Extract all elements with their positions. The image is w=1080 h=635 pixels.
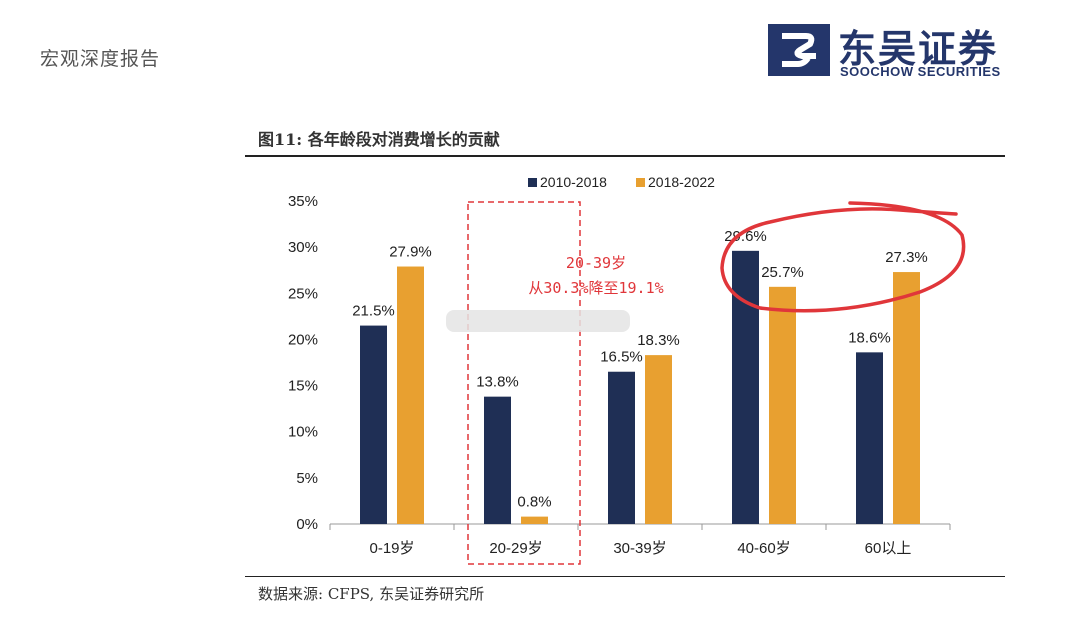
x-tick-label: 0-19岁 bbox=[369, 540, 414, 557]
bar-2018-2022 bbox=[893, 272, 920, 524]
data-label: 18.3% bbox=[637, 332, 680, 349]
data-label: 18.6% bbox=[848, 329, 891, 346]
soochow-logo-icon bbox=[768, 24, 830, 76]
legend-label: 2010-2018 bbox=[540, 174, 607, 190]
data-label: 16.5% bbox=[600, 349, 643, 366]
y-tick-label: 20% bbox=[288, 331, 318, 348]
y-tick-label: 25% bbox=[288, 285, 318, 302]
x-tick-label: 60以上 bbox=[865, 540, 912, 557]
data-label: 25.7% bbox=[761, 264, 804, 281]
highlight-circle-annotation bbox=[720, 201, 966, 313]
legend-label: 2018-2022 bbox=[648, 174, 715, 190]
legend-swatch bbox=[528, 178, 537, 187]
y-tick-label: 5% bbox=[296, 470, 318, 487]
brand-name-en: SOOCHOW SECURITIES bbox=[840, 64, 1001, 79]
y-tick-label: 10% bbox=[288, 424, 318, 441]
data-label: 0.8% bbox=[517, 494, 551, 511]
bar-2010-2018 bbox=[608, 371, 635, 524]
bar-2010-2018 bbox=[732, 250, 759, 524]
data-label: 13.8% bbox=[476, 374, 519, 391]
y-tick-label: 35% bbox=[288, 193, 318, 210]
bar-2018-2022 bbox=[645, 355, 672, 524]
y-tick-label: 15% bbox=[288, 378, 318, 395]
x-tick-label: 20-29岁 bbox=[489, 540, 542, 557]
data-label: 27.9% bbox=[389, 244, 432, 261]
figure-title: 图11: 各年龄段对消费增长的贡献 bbox=[258, 130, 500, 149]
legend-swatch bbox=[636, 178, 645, 187]
bar-2010-2018 bbox=[856, 352, 883, 524]
annotation-line-1: 20-39岁 bbox=[566, 254, 626, 272]
bar-2018-2022 bbox=[521, 516, 548, 524]
data-source: 数据来源: CFPS, 东吴证券研究所 bbox=[258, 585, 485, 603]
title-rule bbox=[245, 155, 1005, 157]
y-tick-label: 0% bbox=[296, 516, 318, 533]
data-label: 27.3% bbox=[885, 249, 928, 266]
y-tick-label: 30% bbox=[288, 239, 318, 256]
data-label: 21.5% bbox=[352, 303, 395, 320]
bar-2018-2022 bbox=[769, 286, 796, 524]
highlight-box-20-39 bbox=[467, 201, 581, 565]
bar-2010-2018 bbox=[484, 396, 511, 524]
report-type-label: 宏观深度报告 bbox=[40, 48, 161, 70]
annotation-line-2: 从30.3%降至19.1% bbox=[528, 279, 663, 297]
footer-rule bbox=[245, 576, 1005, 577]
bar-2010-2018 bbox=[360, 325, 387, 524]
brand-name-cn: 东吴证券 bbox=[838, 27, 999, 71]
bar-2018-2022 bbox=[397, 266, 424, 524]
blurred-watermark bbox=[446, 310, 630, 332]
x-tick-label: 30-39岁 bbox=[613, 540, 666, 557]
x-tick-label: 40-60岁 bbox=[737, 540, 790, 557]
